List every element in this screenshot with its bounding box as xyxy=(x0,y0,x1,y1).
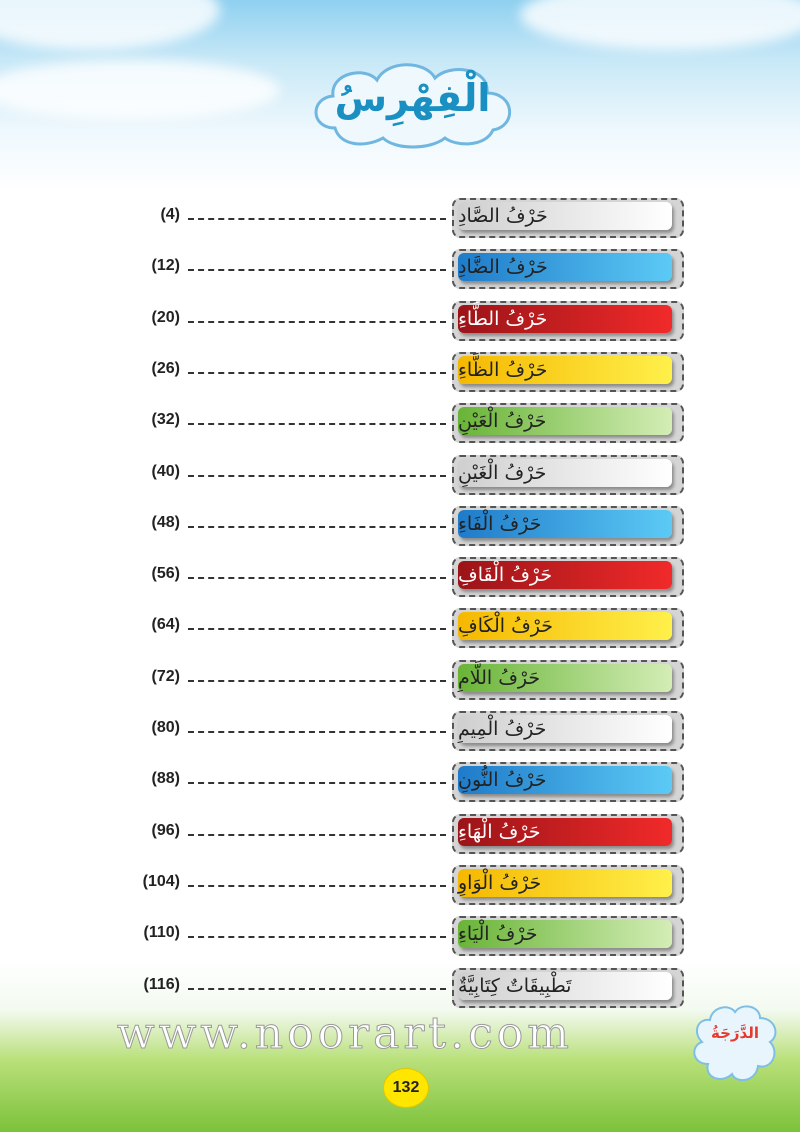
page-number: 132 xyxy=(383,1068,429,1108)
chapter-label: تَطْبِيقَاتٌ كِتَابِيَّةٌ xyxy=(458,971,672,1000)
sky-cloud xyxy=(520,0,800,50)
toc-entry[interactable]: (48) حَرْفُ الْفَاءِ xyxy=(0,505,800,546)
chapter-tab[interactable]: حَرْفُ الْفَاءِ xyxy=(452,505,684,546)
chapter-tab[interactable]: حَرْفُ الْقَافِ xyxy=(452,557,684,598)
leader-dashes xyxy=(188,525,446,528)
page-ref: (88) xyxy=(151,770,180,788)
toc-entry[interactable]: (72) حَرْفُ اللَّامِ xyxy=(0,659,800,700)
leader-dashes xyxy=(188,371,446,374)
chapter-tab[interactable]: حَرْفُ الْوَاوِ xyxy=(452,864,684,905)
toc-entry[interactable]: (56) حَرْفُ الْقَافِ xyxy=(0,557,800,598)
leader-dashes xyxy=(188,936,446,939)
chapter-tab[interactable]: حَرْفُ الْهَاءِ xyxy=(452,813,684,854)
watermark: www.noorart.com xyxy=(117,1008,573,1060)
toc-entry[interactable]: (116) تَطْبِيقَاتٌ كِتَابِيَّةٌ xyxy=(0,967,800,1008)
page-ref: (12) xyxy=(151,257,180,275)
page-ref: (96) xyxy=(151,821,180,839)
page-ref: (116) xyxy=(143,975,180,993)
chapter-tab[interactable]: حَرْفُ الصَّادِ xyxy=(452,198,684,238)
chapter-label: حَرْفُ الظَّاءِ xyxy=(458,355,672,384)
title-cloud: الْفِهْرِسُ xyxy=(305,58,520,150)
leader-dashes xyxy=(188,679,446,682)
sky-cloud xyxy=(0,0,220,50)
toc-entry[interactable]: (64) حَرْفُ الْكَافِ xyxy=(0,608,800,649)
leader-dashes xyxy=(188,884,446,887)
toc-entry[interactable]: (40) حَرْفُ الْغَيْنِ xyxy=(0,454,800,495)
chapter-label: حَرْفُ الْكَافِ xyxy=(458,612,672,641)
chapter-label: حَرْفُ الْعَيْنِ xyxy=(458,407,672,436)
chapter-tab[interactable]: تَطْبِيقَاتٌ كِتَابِيَّةٌ xyxy=(452,967,684,1008)
chapter-tab[interactable]: حَرْفُ الْيَاءِ xyxy=(452,916,684,957)
leader-dashes xyxy=(188,731,446,733)
chapter-label: حَرْفُ الْيَاءِ xyxy=(458,920,672,949)
chapter-label: حَرْفُ الْوَاوِ xyxy=(458,868,672,897)
page-ref: (32) xyxy=(151,411,180,429)
chapter-label: حَرْفُ الْفَاءِ xyxy=(458,509,672,538)
toc-entry[interactable]: (26) حَرْفُ الظَّاءِ xyxy=(0,351,800,392)
leader-dashes xyxy=(188,218,446,220)
toc-entry[interactable]: (20) حَرْفُ الطَّاءِ xyxy=(0,300,800,341)
chapter-tab[interactable]: حَرْفُ النُّونِ xyxy=(452,762,684,803)
page-title: الْفِهْرِسُ xyxy=(334,76,491,120)
page-ref: (56) xyxy=(151,565,180,583)
chapter-tab[interactable]: حَرْفُ الْكَافِ xyxy=(452,608,684,649)
toc-entry[interactable]: (110) حَرْفُ الْيَاءِ xyxy=(0,916,800,957)
sky-cloud xyxy=(0,60,280,120)
chapter-label: حَرْفُ النُّونِ xyxy=(458,766,672,795)
leader-dashes xyxy=(188,833,446,836)
grade-label: الدَّرَجَةُ xyxy=(711,1024,759,1042)
leader-dashes xyxy=(188,269,446,272)
page-ref: (20) xyxy=(151,308,180,326)
toc-entry[interactable]: (12) حَرْفُ الضَّادِ xyxy=(0,249,800,290)
chapter-label: حَرْفُ الْغَيْنِ xyxy=(458,458,672,487)
chapter-tab[interactable]: حَرْفُ الضَّادِ xyxy=(452,249,684,290)
toc-entry[interactable]: (88) حَرْفُ النُّونِ xyxy=(0,762,800,803)
toc-entry[interactable]: (96) حَرْفُ الْهَاءِ xyxy=(0,813,800,854)
chapter-tab[interactable]: حَرْفُ الْغَيْنِ xyxy=(452,454,684,495)
page-ref: (104) xyxy=(142,872,180,890)
page-ref: (48) xyxy=(151,513,180,531)
leader-dashes xyxy=(188,474,446,477)
chapter-label: حَرْفُ الضَّادِ xyxy=(458,253,672,282)
cloud-shape-icon xyxy=(314,63,511,149)
page-ref: (110) xyxy=(143,924,180,942)
chapter-tab[interactable]: حَرْفُ الطَّاءِ xyxy=(452,300,684,341)
chapter-label: حَرْفُ الطَّاءِ xyxy=(458,304,672,333)
page-ref: (72) xyxy=(151,667,180,685)
leader-dashes xyxy=(188,782,446,785)
leader-dashes xyxy=(188,628,446,631)
grade-cloud: الدَّرَجَةُ xyxy=(690,1002,780,1084)
page-ref: (80) xyxy=(151,719,180,736)
chapter-label: حَرْفُ الْقَافِ xyxy=(458,561,672,590)
cloud-badge-icon xyxy=(693,1005,777,1082)
chapter-tab[interactable]: حَرْفُ الظَّاءِ xyxy=(452,351,684,392)
toc-entry[interactable]: (80) حَرْفُ الْمِيمِ xyxy=(0,711,800,751)
toc-entry[interactable]: (104) حَرْفُ الْوَاوِ xyxy=(0,864,800,905)
chapter-tab[interactable]: حَرْفُ اللَّامِ xyxy=(452,659,684,700)
chapter-label: حَرْفُ الْهَاءِ xyxy=(458,817,672,846)
leader-dashes xyxy=(188,320,446,323)
toc-entry[interactable]: (32) حَرْفُ الْعَيْنِ xyxy=(0,403,800,444)
chapter-label: حَرْفُ الْمِيمِ xyxy=(458,715,672,743)
page-ref: (40) xyxy=(151,462,180,480)
leader-dashes xyxy=(188,987,446,990)
page-ref: (4) xyxy=(160,206,180,223)
chapter-label: حَرْفُ الصَّادِ xyxy=(458,202,672,230)
page-ref: (26) xyxy=(151,359,180,377)
toc-entry[interactable]: (4) حَرْفُ الصَّادِ xyxy=(0,198,800,238)
leader-dashes xyxy=(188,423,446,426)
chapter-tab[interactable]: حَرْفُ الْعَيْنِ xyxy=(452,403,684,444)
leader-dashes xyxy=(188,577,446,580)
chapter-tab[interactable]: حَرْفُ الْمِيمِ xyxy=(452,711,684,751)
page-ref: (64) xyxy=(151,616,180,634)
chapter-label: حَرْفُ اللَّامِ xyxy=(458,663,672,692)
